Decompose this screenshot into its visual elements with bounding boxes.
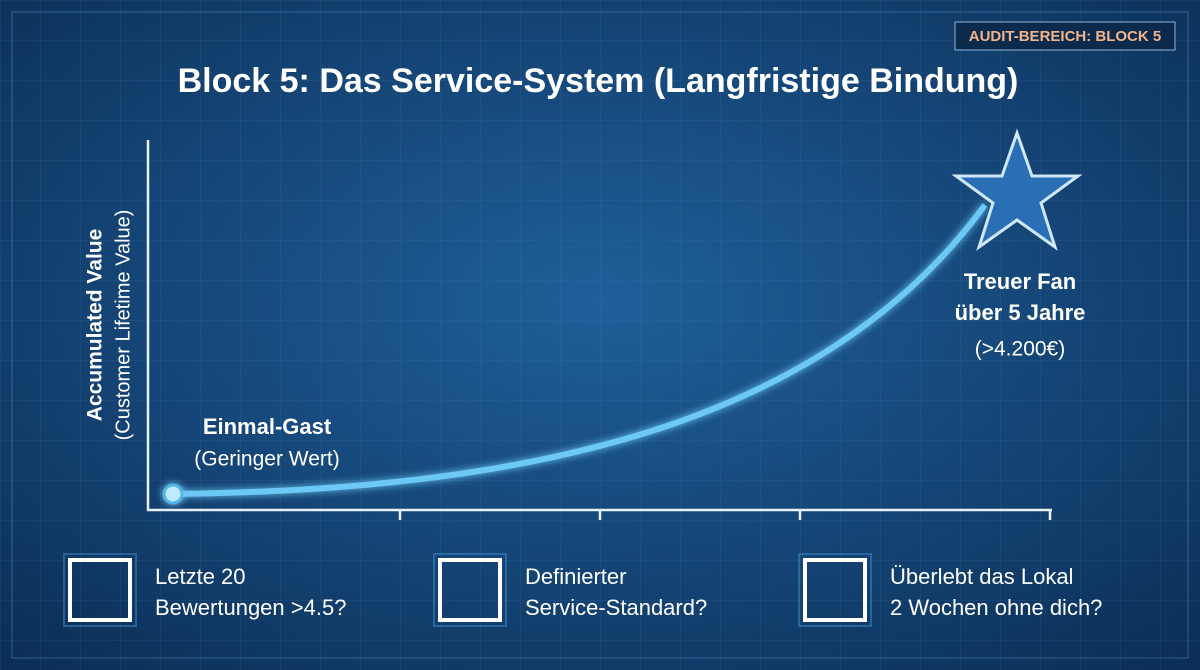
checkbox <box>68 558 132 622</box>
checklist-text: Bewertungen >4.5? <box>155 595 346 620</box>
checkbox-glow <box>63 553 137 627</box>
checkbox <box>438 558 502 622</box>
checkbox-glow <box>433 553 507 627</box>
badge: AUDIT-BEREICH: BLOCK 5 <box>969 28 1162 45</box>
end-label: über 5 Jahre <box>955 300 1086 325</box>
checklist-text: 2 Wochen ohne dich? <box>890 595 1102 620</box>
end-note: (>4.200€) <box>975 338 1065 361</box>
checklist-text: Überlebt das Lokal <box>890 564 1073 589</box>
checklist-text: Definierter <box>525 564 626 589</box>
growth-curve <box>172 203 988 497</box>
badge-box <box>954 21 1176 51</box>
y-axis-sublabel: (Customer Lifetime Value) <box>112 210 134 441</box>
axes <box>146 140 1052 520</box>
frame <box>11 11 1189 659</box>
start-dot <box>162 483 184 505</box>
y-axis-label: Accumulated Value <box>84 229 107 422</box>
checkbox <box>803 558 867 622</box>
star <box>951 128 1083 251</box>
checkbox-glow <box>798 553 872 627</box>
checklist-text: Letzte 20 <box>155 564 246 589</box>
start-note: (Geringer Wert) <box>194 448 339 471</box>
start-label: Einmal-Gast <box>203 414 332 439</box>
title: Block 5: Das Service-System (Langfristig… <box>178 62 1019 100</box>
checklist-text: Service-Standard? <box>525 595 707 620</box>
end-label: Treuer Fan <box>964 269 1076 294</box>
